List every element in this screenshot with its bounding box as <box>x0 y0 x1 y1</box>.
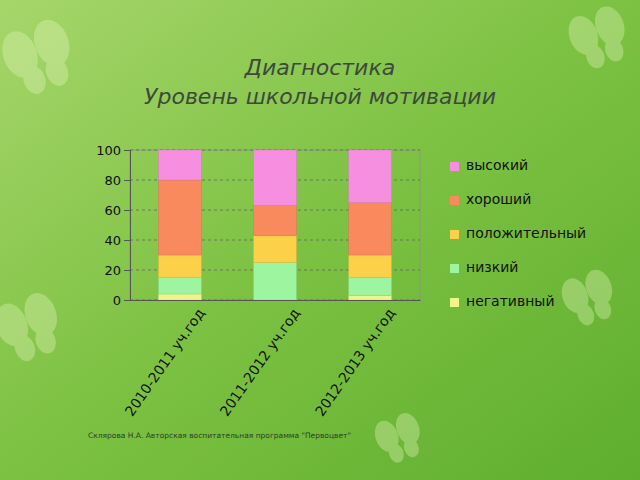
tick-mark <box>124 300 130 301</box>
tick: 40 <box>104 233 130 248</box>
tick-label: 60 <box>104 203 121 218</box>
annotation: Склярова Н.А. Авторская воспитательная п… <box>88 431 351 440</box>
tick: 80 <box>104 173 130 188</box>
tick-mark <box>124 150 130 151</box>
legend-label: хороший <box>466 191 531 207</box>
category-label: 2012-2013 уч.год <box>312 305 398 419</box>
tick-label: 100 <box>96 143 121 158</box>
bars <box>159 150 392 300</box>
tick-label: 0 <box>113 293 121 308</box>
tick: 2012-2013 уч.год <box>312 300 398 419</box>
legend: высокий хороший положительный низкий негатив… <box>450 157 586 309</box>
tick: 60 <box>104 203 130 218</box>
bar <box>349 255 392 278</box>
legend-swatch <box>450 230 459 239</box>
legend-item: низкий <box>450 259 518 275</box>
tick: 100 <box>96 143 130 158</box>
y-axis: 0 20 40 60 80 100 <box>96 143 130 308</box>
bar <box>159 180 202 255</box>
legend-swatch <box>450 196 459 205</box>
category-label: 2011-2012 уч.год <box>217 305 303 419</box>
bar <box>254 263 297 301</box>
legend-item: положительный <box>450 225 586 241</box>
bar <box>254 236 297 263</box>
butterfly <box>0 15 82 101</box>
butterfly <box>371 410 428 467</box>
bar <box>159 255 202 278</box>
bar <box>349 150 392 203</box>
bar <box>349 278 392 296</box>
legend-label: негативный <box>466 293 555 309</box>
tick: 0 <box>113 293 130 308</box>
axis-line <box>131 300 421 301</box>
legend-swatch <box>450 264 459 273</box>
legend-label: положительный <box>466 225 586 241</box>
butterfly <box>0 288 69 367</box>
tick-mark <box>124 180 130 181</box>
butterfly <box>563 2 635 74</box>
chart: ДиагностикаУровень школьной мотивации020… <box>0 0 640 480</box>
bar <box>349 296 392 301</box>
title: Диагностика <box>244 55 395 80</box>
legend-swatch <box>450 162 459 171</box>
bar <box>159 294 202 300</box>
legend-item: хороший <box>450 191 531 207</box>
butterfly <box>557 266 622 331</box>
subtitle: Уровень школьной мотивации <box>144 84 496 109</box>
category-label: 2010-2011 уч.год <box>122 305 208 419</box>
legend-label: низкий <box>466 259 518 275</box>
bar <box>254 206 297 236</box>
axis-line <box>124 151 131 301</box>
series <box>159 150 392 206</box>
tick-mark <box>124 240 130 241</box>
tick-mark <box>124 270 130 271</box>
legend-item: негативный <box>450 293 555 309</box>
tick: 2011-2012 уч.год <box>217 300 303 419</box>
tick-label: 20 <box>104 263 121 278</box>
bar <box>349 203 392 256</box>
legend-label: высокий <box>466 157 528 173</box>
legend-item: высокий <box>450 157 528 173</box>
bar <box>159 278 202 295</box>
tick: 2010-2011 уч.год <box>122 300 208 419</box>
tick: 20 <box>104 263 130 278</box>
background <box>0 0 640 480</box>
tick-label: 40 <box>104 233 121 248</box>
tick-label: 80 <box>104 173 121 188</box>
plot: 0 20 40 60 80 100 2010-2011 уч.год2011-2012 уч… <box>96 143 420 419</box>
legend-swatch <box>450 298 459 307</box>
bar <box>159 150 202 180</box>
plot-frame <box>130 150 420 300</box>
bar <box>254 150 297 206</box>
tick-mark <box>124 210 130 211</box>
x-axis: 2010-2011 уч.год2011-2012 уч.год2012-201… <box>122 300 421 419</box>
